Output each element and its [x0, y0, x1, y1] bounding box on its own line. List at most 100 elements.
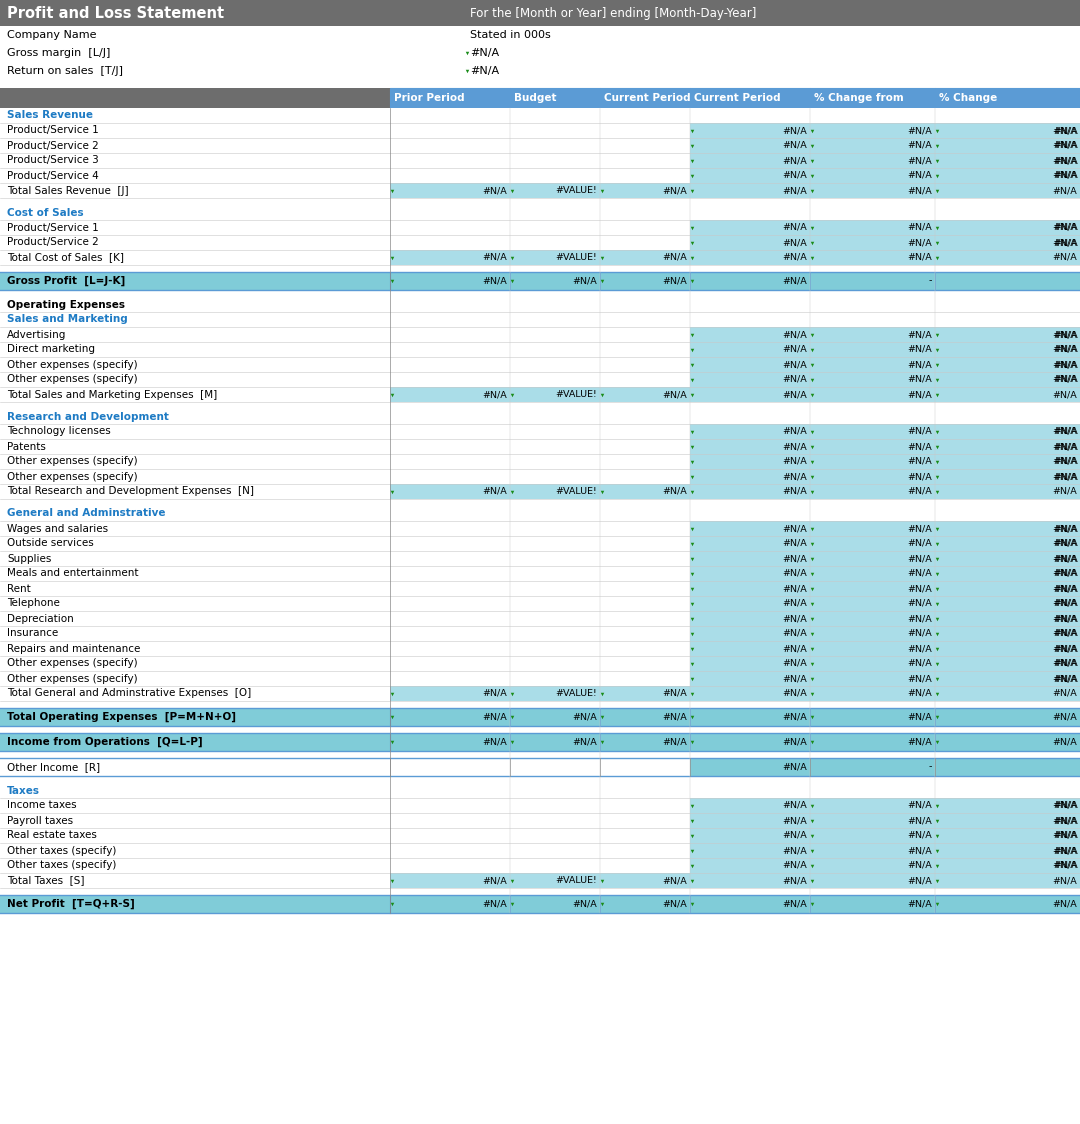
Bar — [690, 454, 1080, 469]
Bar — [0, 198, 1080, 205]
Text: #N/A: #N/A — [1052, 375, 1077, 384]
Text: Return on sales  [T/J]: Return on sales [T/J] — [6, 66, 123, 76]
Text: #N/A: #N/A — [782, 599, 807, 608]
Text: Patents: Patents — [6, 442, 45, 452]
Text: #N/A: #N/A — [907, 171, 932, 180]
Text: #N/A: #N/A — [1053, 126, 1078, 135]
Bar — [690, 424, 1080, 439]
Text: #N/A: #N/A — [1052, 457, 1077, 466]
Text: Profit and Loss Statement: Profit and Loss Statement — [6, 6, 225, 20]
Text: #N/A: #N/A — [1052, 253, 1077, 262]
Bar — [0, 387, 390, 402]
Bar — [690, 843, 1080, 858]
Bar — [0, 484, 390, 499]
Text: #N/A: #N/A — [1052, 223, 1077, 232]
Text: #N/A: #N/A — [907, 737, 932, 746]
Text: #N/A: #N/A — [572, 277, 597, 285]
Bar — [0, 708, 1080, 726]
Text: #N/A: #N/A — [907, 629, 932, 638]
Bar — [0, 726, 1080, 733]
Text: #N/A: #N/A — [1053, 375, 1078, 384]
Bar — [0, 758, 690, 776]
Bar — [690, 439, 1080, 454]
Text: #N/A: #N/A — [782, 737, 807, 746]
Text: #N/A: #N/A — [907, 487, 932, 496]
Bar — [0, 733, 1080, 751]
Bar — [690, 813, 1080, 828]
Bar — [690, 235, 1080, 250]
Text: #N/A: #N/A — [1053, 360, 1078, 369]
Text: Direct marketing: Direct marketing — [6, 344, 95, 354]
Bar — [0, 205, 1080, 220]
Text: #N/A: #N/A — [1052, 816, 1077, 825]
Bar — [0, 671, 690, 686]
Text: #N/A: #N/A — [662, 713, 687, 722]
Text: #N/A: #N/A — [782, 330, 807, 339]
Text: #VALUE!: #VALUE! — [555, 689, 597, 698]
Text: Total Cost of Sales  [K]: Total Cost of Sales [K] — [6, 253, 124, 263]
Text: Technology licenses: Technology licenses — [6, 426, 111, 436]
Text: #N/A: #N/A — [1052, 644, 1077, 653]
Text: #VALUE!: #VALUE! — [555, 253, 597, 262]
Bar — [0, 641, 690, 656]
Text: #N/A: #N/A — [907, 831, 932, 840]
Bar — [0, 751, 1080, 758]
Bar — [0, 843, 690, 858]
Text: #N/A: #N/A — [782, 140, 807, 149]
Text: #N/A: #N/A — [1052, 569, 1077, 578]
Bar — [690, 327, 1080, 342]
Text: #N/A: #N/A — [1052, 737, 1077, 746]
Text: #N/A: #N/A — [1053, 238, 1078, 247]
Bar — [390, 873, 1080, 888]
Bar — [0, 272, 1080, 290]
Bar — [690, 88, 810, 108]
Bar — [0, 611, 690, 626]
Text: #N/A: #N/A — [907, 156, 932, 165]
Text: #N/A: #N/A — [907, 223, 932, 232]
Text: #N/A: #N/A — [1053, 861, 1078, 870]
Text: #N/A: #N/A — [572, 899, 597, 908]
Bar — [0, 895, 1080, 913]
Bar — [0, 220, 690, 235]
Text: #N/A: #N/A — [1052, 487, 1077, 496]
Text: Other expenses (specify): Other expenses (specify) — [6, 360, 137, 370]
Text: #N/A: #N/A — [483, 713, 507, 722]
Text: Telephone: Telephone — [6, 598, 59, 608]
Bar — [690, 153, 1080, 167]
Bar — [0, 813, 690, 828]
Text: Product/Service 4: Product/Service 4 — [6, 171, 98, 181]
Text: #N/A: #N/A — [907, 599, 932, 608]
Text: #N/A: #N/A — [907, 816, 932, 825]
Bar — [690, 220, 1080, 235]
Text: #N/A: #N/A — [907, 674, 932, 683]
Text: #N/A: #N/A — [907, 457, 932, 466]
Bar — [390, 484, 1080, 499]
Text: #N/A: #N/A — [907, 375, 932, 384]
Text: #N/A: #N/A — [1053, 457, 1078, 466]
Bar — [690, 828, 1080, 843]
Bar — [690, 123, 1080, 138]
Text: Other Income  [R]: Other Income [R] — [6, 762, 100, 772]
Text: Insurance: Insurance — [6, 628, 58, 638]
Text: Current Period: Current Period — [694, 93, 781, 103]
Text: Other expenses (specify): Other expenses (specify) — [6, 374, 137, 384]
Text: #N/A: #N/A — [470, 66, 499, 76]
Text: Sales and Marketing: Sales and Marketing — [6, 315, 127, 325]
Text: #N/A: #N/A — [782, 831, 807, 840]
Text: Outside services: Outside services — [6, 538, 94, 549]
Text: #N/A: #N/A — [1052, 846, 1077, 855]
Bar — [935, 88, 1080, 108]
Text: Company Name: Company Name — [6, 30, 96, 40]
Bar — [0, 581, 690, 596]
Text: #N/A: #N/A — [782, 171, 807, 180]
Bar — [690, 138, 1080, 153]
Text: #N/A: #N/A — [907, 644, 932, 653]
Bar — [690, 581, 1080, 596]
Text: #N/A: #N/A — [1052, 442, 1077, 451]
Bar — [690, 167, 1080, 183]
Bar — [0, 798, 690, 813]
Text: #N/A: #N/A — [907, 238, 932, 247]
Bar — [0, 626, 690, 641]
Bar — [0, 686, 390, 701]
Text: #N/A: #N/A — [907, 801, 932, 810]
